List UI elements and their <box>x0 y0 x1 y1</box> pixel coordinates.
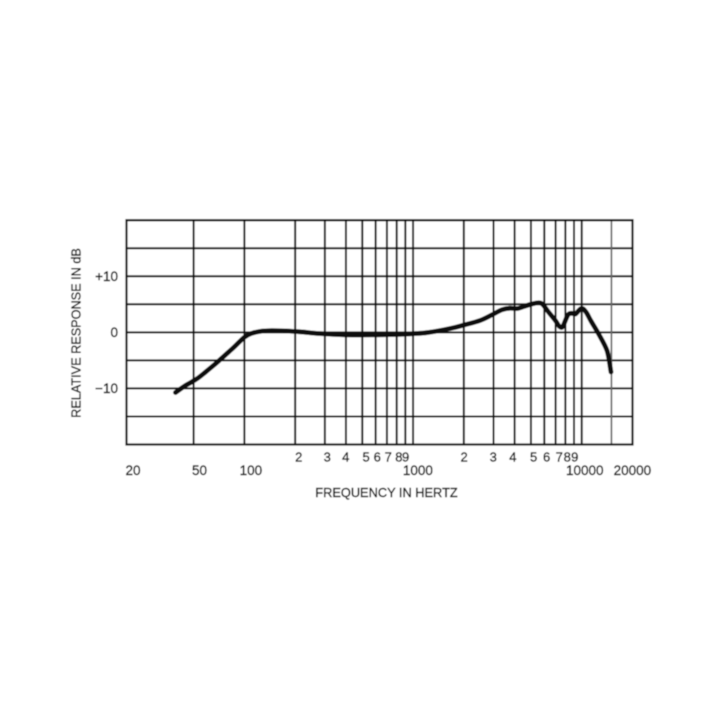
svg-text:5: 5 <box>530 450 537 465</box>
svg-text:3: 3 <box>490 450 497 465</box>
svg-text:6: 6 <box>374 450 381 465</box>
svg-text:1000: 1000 <box>403 463 433 478</box>
svg-text:3: 3 <box>324 450 331 465</box>
svg-text:50: 50 <box>192 463 207 478</box>
svg-text:2: 2 <box>460 450 467 465</box>
svg-text:100: 100 <box>240 463 263 478</box>
svg-text:7: 7 <box>385 450 392 465</box>
svg-text:6: 6 <box>543 450 550 465</box>
svg-text:9: 9 <box>571 450 578 465</box>
svg-text:20000: 20000 <box>614 463 652 478</box>
svg-text:+10: +10 <box>95 269 118 284</box>
svg-text:8: 8 <box>564 450 571 465</box>
svg-text:−10: −10 <box>95 381 118 396</box>
svg-text:9: 9 <box>402 450 409 465</box>
svg-text:10000: 10000 <box>566 463 604 478</box>
svg-text:20: 20 <box>125 463 140 478</box>
svg-text:FREQUENCY IN HERTZ: FREQUENCY IN HERTZ <box>315 485 458 500</box>
svg-text:4: 4 <box>509 450 516 465</box>
svg-text:8: 8 <box>395 450 402 465</box>
svg-text:7: 7 <box>556 450 563 465</box>
svg-text:RELATIVE RESPONSE IN dB: RELATIVE RESPONSE IN dB <box>70 248 84 418</box>
svg-text:2: 2 <box>295 450 302 465</box>
svg-text:4: 4 <box>342 450 349 465</box>
svg-text:0: 0 <box>110 325 118 340</box>
svg-text:5: 5 <box>362 450 369 465</box>
